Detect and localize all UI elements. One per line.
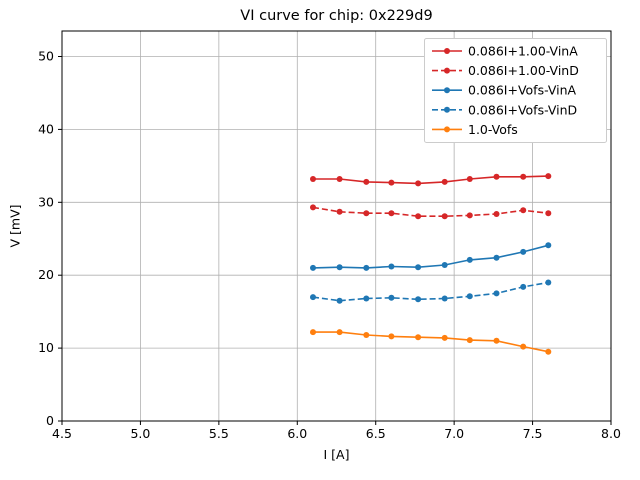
y-axis-label: V [mV] <box>7 204 23 248</box>
data-point-marker <box>310 329 316 336</box>
data-point-marker <box>466 212 473 219</box>
data-point-marker <box>545 210 552 217</box>
axes-box <box>61 30 612 422</box>
y-tick-label: 20 <box>38 267 54 282</box>
legend-label: 0.086I+Vofs-VinA <box>468 83 577 98</box>
data-point-marker <box>336 208 343 215</box>
data-point-marker <box>388 333 395 340</box>
data-point-marker <box>336 297 343 304</box>
tick-labels: 4.5 5.0 5.5 6.0 6.5 7.0 7.5 8.0 0 10 20 30 40 50 <box>38 49 621 441</box>
y-tick-label: 10 <box>38 340 54 355</box>
data-point-marker <box>520 248 527 255</box>
series-0.086I+Vofs-VinD <box>310 279 552 304</box>
x-tick-label: 7.5 <box>523 426 543 441</box>
data-point-marker <box>466 176 473 182</box>
series-line <box>313 331 549 353</box>
data-point-marker <box>545 173 552 180</box>
series-line <box>312 281 549 302</box>
x-axis-label: I [A] <box>323 447 350 462</box>
series-0.086I+Vofs-VinA <box>310 242 552 271</box>
data-point-marker <box>363 178 370 185</box>
data-point-marker <box>441 178 448 185</box>
data-point-marker <box>415 180 422 187</box>
data-point-marker <box>493 337 500 344</box>
data-point-marker <box>363 210 370 217</box>
x-tick-label: 6.5 <box>366 426 386 441</box>
series-0.086I+1.00-VinD <box>310 204 552 220</box>
data-point-marker <box>441 334 448 341</box>
data-point-marker <box>493 254 500 261</box>
x-tick-label: 5.5 <box>209 426 229 441</box>
legend-label: 0.086I+1.00-VinD <box>468 63 579 78</box>
series-1.0-Vofs <box>310 329 552 355</box>
data-point-marker <box>545 348 552 355</box>
tick-marks <box>58 56 612 425</box>
data-point-marker <box>415 213 422 220</box>
y-tick-label: 0 <box>46 413 54 428</box>
data-point-marker <box>545 279 552 286</box>
series-0.086I+1.00-VinA <box>310 173 552 187</box>
x-tick-label: 7.0 <box>444 426 464 441</box>
legend-label: 0.086I+1.00-VinA <box>468 44 578 59</box>
data-point-marker <box>520 283 527 290</box>
data-point-marker <box>388 210 395 217</box>
data-point-marker <box>415 296 422 303</box>
data-point-marker <box>441 213 448 220</box>
legend-marker <box>444 126 450 133</box>
data-point-marker <box>388 179 395 186</box>
series-line <box>313 175 549 185</box>
x-tick-label: 4.5 <box>52 426 72 441</box>
data-point-marker <box>363 295 370 302</box>
data-point-marker <box>310 294 316 301</box>
legend-marker <box>444 67 450 74</box>
data-point-marker <box>520 173 527 180</box>
data-point-marker <box>466 293 473 300</box>
series-line <box>312 244 549 269</box>
data-point-marker <box>493 290 500 297</box>
data-point-marker <box>441 262 448 268</box>
data-point-marker <box>336 176 343 182</box>
data-point-marker <box>415 334 422 341</box>
data-point-marker <box>310 264 316 271</box>
x-tick-label: 5.0 <box>130 426 150 441</box>
legend: 0.086I+1.00-VinA 0.086I+1.00-VinD 0.086I+V… <box>424 38 607 143</box>
legend-marker <box>444 48 450 54</box>
data-point-marker <box>310 204 316 211</box>
x-tick-label: 8.0 <box>601 426 621 441</box>
data-point-marker <box>520 343 527 350</box>
data-point-marker <box>415 264 422 271</box>
data-point-marker <box>336 329 343 336</box>
series-line <box>312 206 549 217</box>
data-point-marker <box>441 295 448 302</box>
legend-marker <box>444 106 450 113</box>
legend-marker <box>444 87 450 94</box>
data-point-marker <box>363 264 370 271</box>
data-point-marker <box>388 263 395 270</box>
data-point-marker <box>336 264 343 271</box>
y-tick-label: 40 <box>38 121 54 136</box>
chart-title: VI curve for chip: 0x229d9 <box>240 8 433 24</box>
data-point-marker <box>545 242 552 249</box>
legend-label: 1.0-Vofs <box>468 122 518 137</box>
data-point-marker <box>493 173 500 180</box>
data-point-marker <box>466 337 473 344</box>
data-point-marker <box>388 294 395 301</box>
data-point-marker <box>363 332 370 338</box>
data-point-marker <box>520 207 527 214</box>
legend-label: 0.086I+Vofs-VinD <box>468 102 577 117</box>
data-point-marker <box>310 176 316 182</box>
y-tick-label: 30 <box>38 194 54 209</box>
data-point-marker <box>466 256 473 263</box>
y-tick-label: 50 <box>38 49 54 64</box>
legend-box <box>424 38 607 143</box>
data-point-marker <box>493 211 500 217</box>
x-tick-label: 6.0 <box>287 426 307 441</box>
